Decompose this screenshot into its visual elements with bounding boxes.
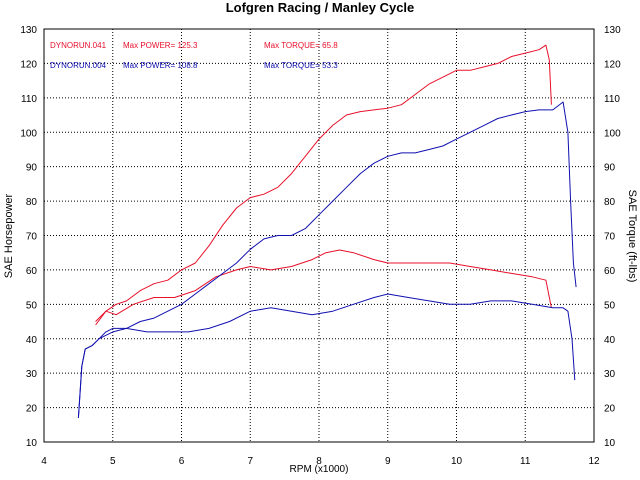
legend-max-torque: Max TORQUE= 65.8 <box>264 41 338 50</box>
x-tick-label: 11 <box>520 456 531 467</box>
chart-title: Lofgren Racing / Manley Cycle <box>225 0 415 15</box>
y-tick-label-left: 110 <box>21 94 37 105</box>
y-tick-label-left: 30 <box>26 369 38 380</box>
series-line-3 <box>77 101 577 418</box>
series-line-2 <box>95 249 552 322</box>
y-tick-label-left: 20 <box>26 404 38 415</box>
y-tick-label-left: 40 <box>26 335 38 346</box>
legend-max-power: Max POWER= 108.8 <box>123 61 198 70</box>
y-tick-label-right: 30 <box>604 369 616 380</box>
x-axis-label: RPM (x1000) <box>290 464 349 475</box>
y-tick-label-right: 90 <box>604 163 616 174</box>
y-tick-label-left: 50 <box>26 300 38 311</box>
x-tick-label: 4 <box>41 456 47 467</box>
x-tick-label: 7 <box>247 456 253 467</box>
x-tick-label: 10 <box>451 456 463 467</box>
series-layer <box>77 44 577 418</box>
plot-frame <box>43 28 595 443</box>
y-tick-label-left: 70 <box>26 232 38 243</box>
y-tick-label-right: 20 <box>604 404 616 415</box>
y-tick-label-left: 10 <box>26 438 38 449</box>
legend-max-torque: Max TORQUE= 53.3 <box>264 61 338 70</box>
y-tick-label-right: 50 <box>604 300 616 311</box>
y-axis-label-left: SAE Horsepower <box>3 193 15 278</box>
y-tick-label-right: 80 <box>604 197 616 208</box>
x-tick-label: 5 <box>110 456 116 467</box>
y-tick-label-left: 100 <box>20 128 37 139</box>
axis-ticks: 10 10 20 20 30 30 40 40 50 50 60 60 70 70 80 80 90 90 100 1… <box>20 25 621 467</box>
y-axis-label-right: SAE Torque (ft-lbs) <box>626 190 638 283</box>
series-line-4 <box>77 293 576 418</box>
y-tick-label-left: 90 <box>26 163 38 174</box>
x-tick-label: 9 <box>385 456 391 467</box>
y-tick-label-right: 60 <box>604 266 616 277</box>
y-tick-label-right: 120 <box>604 59 621 70</box>
legend-run-name: DYNORUN.041 <box>50 41 107 50</box>
y-tick-label-right: 100 <box>604 128 621 139</box>
y-tick-label-left: 60 <box>26 266 38 277</box>
grid-lines <box>44 29 594 442</box>
x-tick-label: 6 <box>179 456 185 467</box>
y-tick-label-left: 130 <box>20 25 37 36</box>
x-tick-label: 12 <box>588 456 600 467</box>
y-tick-label-right: 10 <box>604 438 616 449</box>
y-tick-label-right: 110 <box>604 94 620 105</box>
y-tick-label-right: 40 <box>604 335 616 346</box>
legend-max-power: Max POWER= 125.3 <box>123 41 198 50</box>
legend: DYNORUN.041 Max POWER= 125.3 Max TORQUE= 6… <box>50 41 338 70</box>
series-line-1 <box>95 44 552 326</box>
y-tick-label-right: 70 <box>604 232 616 243</box>
legend-run-name: DYNORUN.004 <box>50 61 107 70</box>
x-tick-label: 8 <box>316 456 322 467</box>
y-tick-label-left: 120 <box>20 59 37 70</box>
y-tick-label-right: 130 <box>604 25 621 36</box>
y-tick-label-left: 80 <box>26 197 38 208</box>
